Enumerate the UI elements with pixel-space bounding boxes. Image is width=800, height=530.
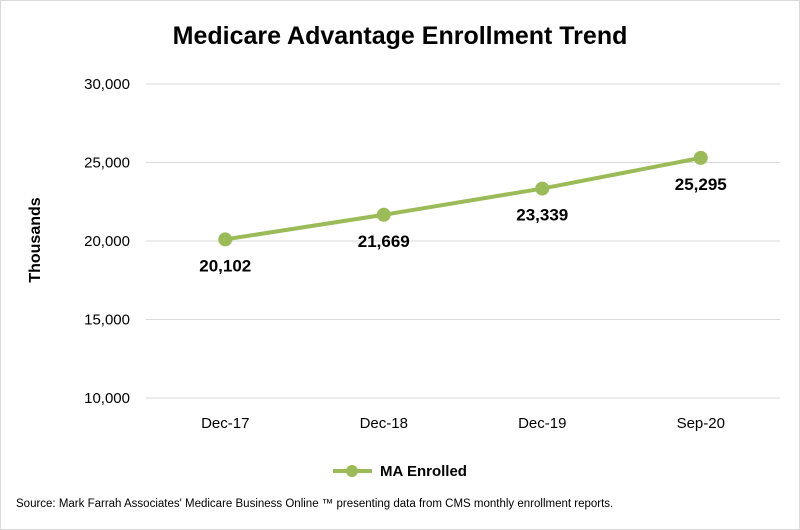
- legend-dot-marker: [346, 465, 358, 477]
- x-tick-label: Dec-17: [201, 415, 249, 432]
- data-label: 21,669: [358, 232, 410, 251]
- data-label: 25,295: [675, 175, 727, 194]
- x-tick-label: Dec-19: [518, 415, 566, 432]
- data-point: [218, 232, 233, 247]
- data-point: [693, 150, 708, 165]
- data-point: [376, 207, 391, 222]
- source-note: Source: Mark Farrah Associates' Medicare…: [16, 498, 613, 510]
- x-tick-label: Sep-20: [677, 415, 725, 432]
- chart-title: Medicare Advantage Enrollment Trend: [173, 22, 628, 50]
- y-tick-label: 15,000: [84, 312, 130, 329]
- series-line: [223, 155, 703, 242]
- series-group: [218, 150, 708, 247]
- data-labels: 20,102 21,669 23,339 25,295: [199, 175, 727, 276]
- data-point: [535, 181, 550, 196]
- y-tick-label: 25,000: [84, 155, 130, 172]
- data-label: 23,339: [516, 206, 568, 225]
- y-axis-title: Thousands: [27, 197, 44, 282]
- y-tick-label: 20,000: [84, 233, 130, 250]
- gridlines: [146, 83, 780, 399]
- x-tick-label: Dec-18: [360, 415, 408, 432]
- y-tick-labels: 10,000 15,000 20,000 25,000 30,000: [84, 76, 130, 407]
- y-tick-label: 30,000: [84, 76, 130, 93]
- legend-label: MA Enrolled: [380, 463, 467, 480]
- legend: MA Enrolled: [333, 463, 467, 480]
- data-label: 20,102: [199, 256, 251, 275]
- x-tick-labels: Dec-17 Dec-18 Dec-19 Sep-20: [201, 415, 725, 432]
- y-tick-label: 10,000: [84, 390, 130, 407]
